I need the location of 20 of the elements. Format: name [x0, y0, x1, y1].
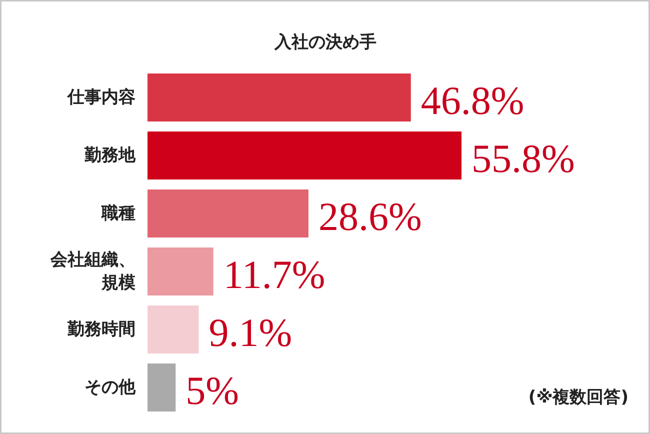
- data-label: 55.8%: [472, 136, 575, 181]
- bar: [148, 248, 214, 296]
- data-label: 9.1%: [208, 310, 292, 355]
- text: (※複数回答): [528, 388, 629, 408]
- y-tick-label: 勤務地: [84, 146, 136, 166]
- bar: [148, 306, 199, 354]
- bar: [148, 74, 411, 122]
- y-tick-label: その他: [84, 378, 136, 398]
- y-tick-label: 職種: [100, 204, 136, 224]
- data-label: 11.7%: [223, 252, 326, 297]
- data-label: 46.8%: [420, 78, 524, 123]
- bar: [148, 364, 176, 412]
- data-label: 5%: [186, 368, 239, 413]
- chart-title: 入社の決め手: [274, 32, 376, 52]
- y-tick-label: 仕事内容: [66, 88, 136, 108]
- y-tick-label: 会社組織、規模: [50, 250, 136, 293]
- y-tick-label: 勤務時間: [66, 320, 136, 340]
- bar: [148, 190, 308, 238]
- data-label: 28.6%: [318, 194, 422, 239]
- bar: [148, 132, 462, 180]
